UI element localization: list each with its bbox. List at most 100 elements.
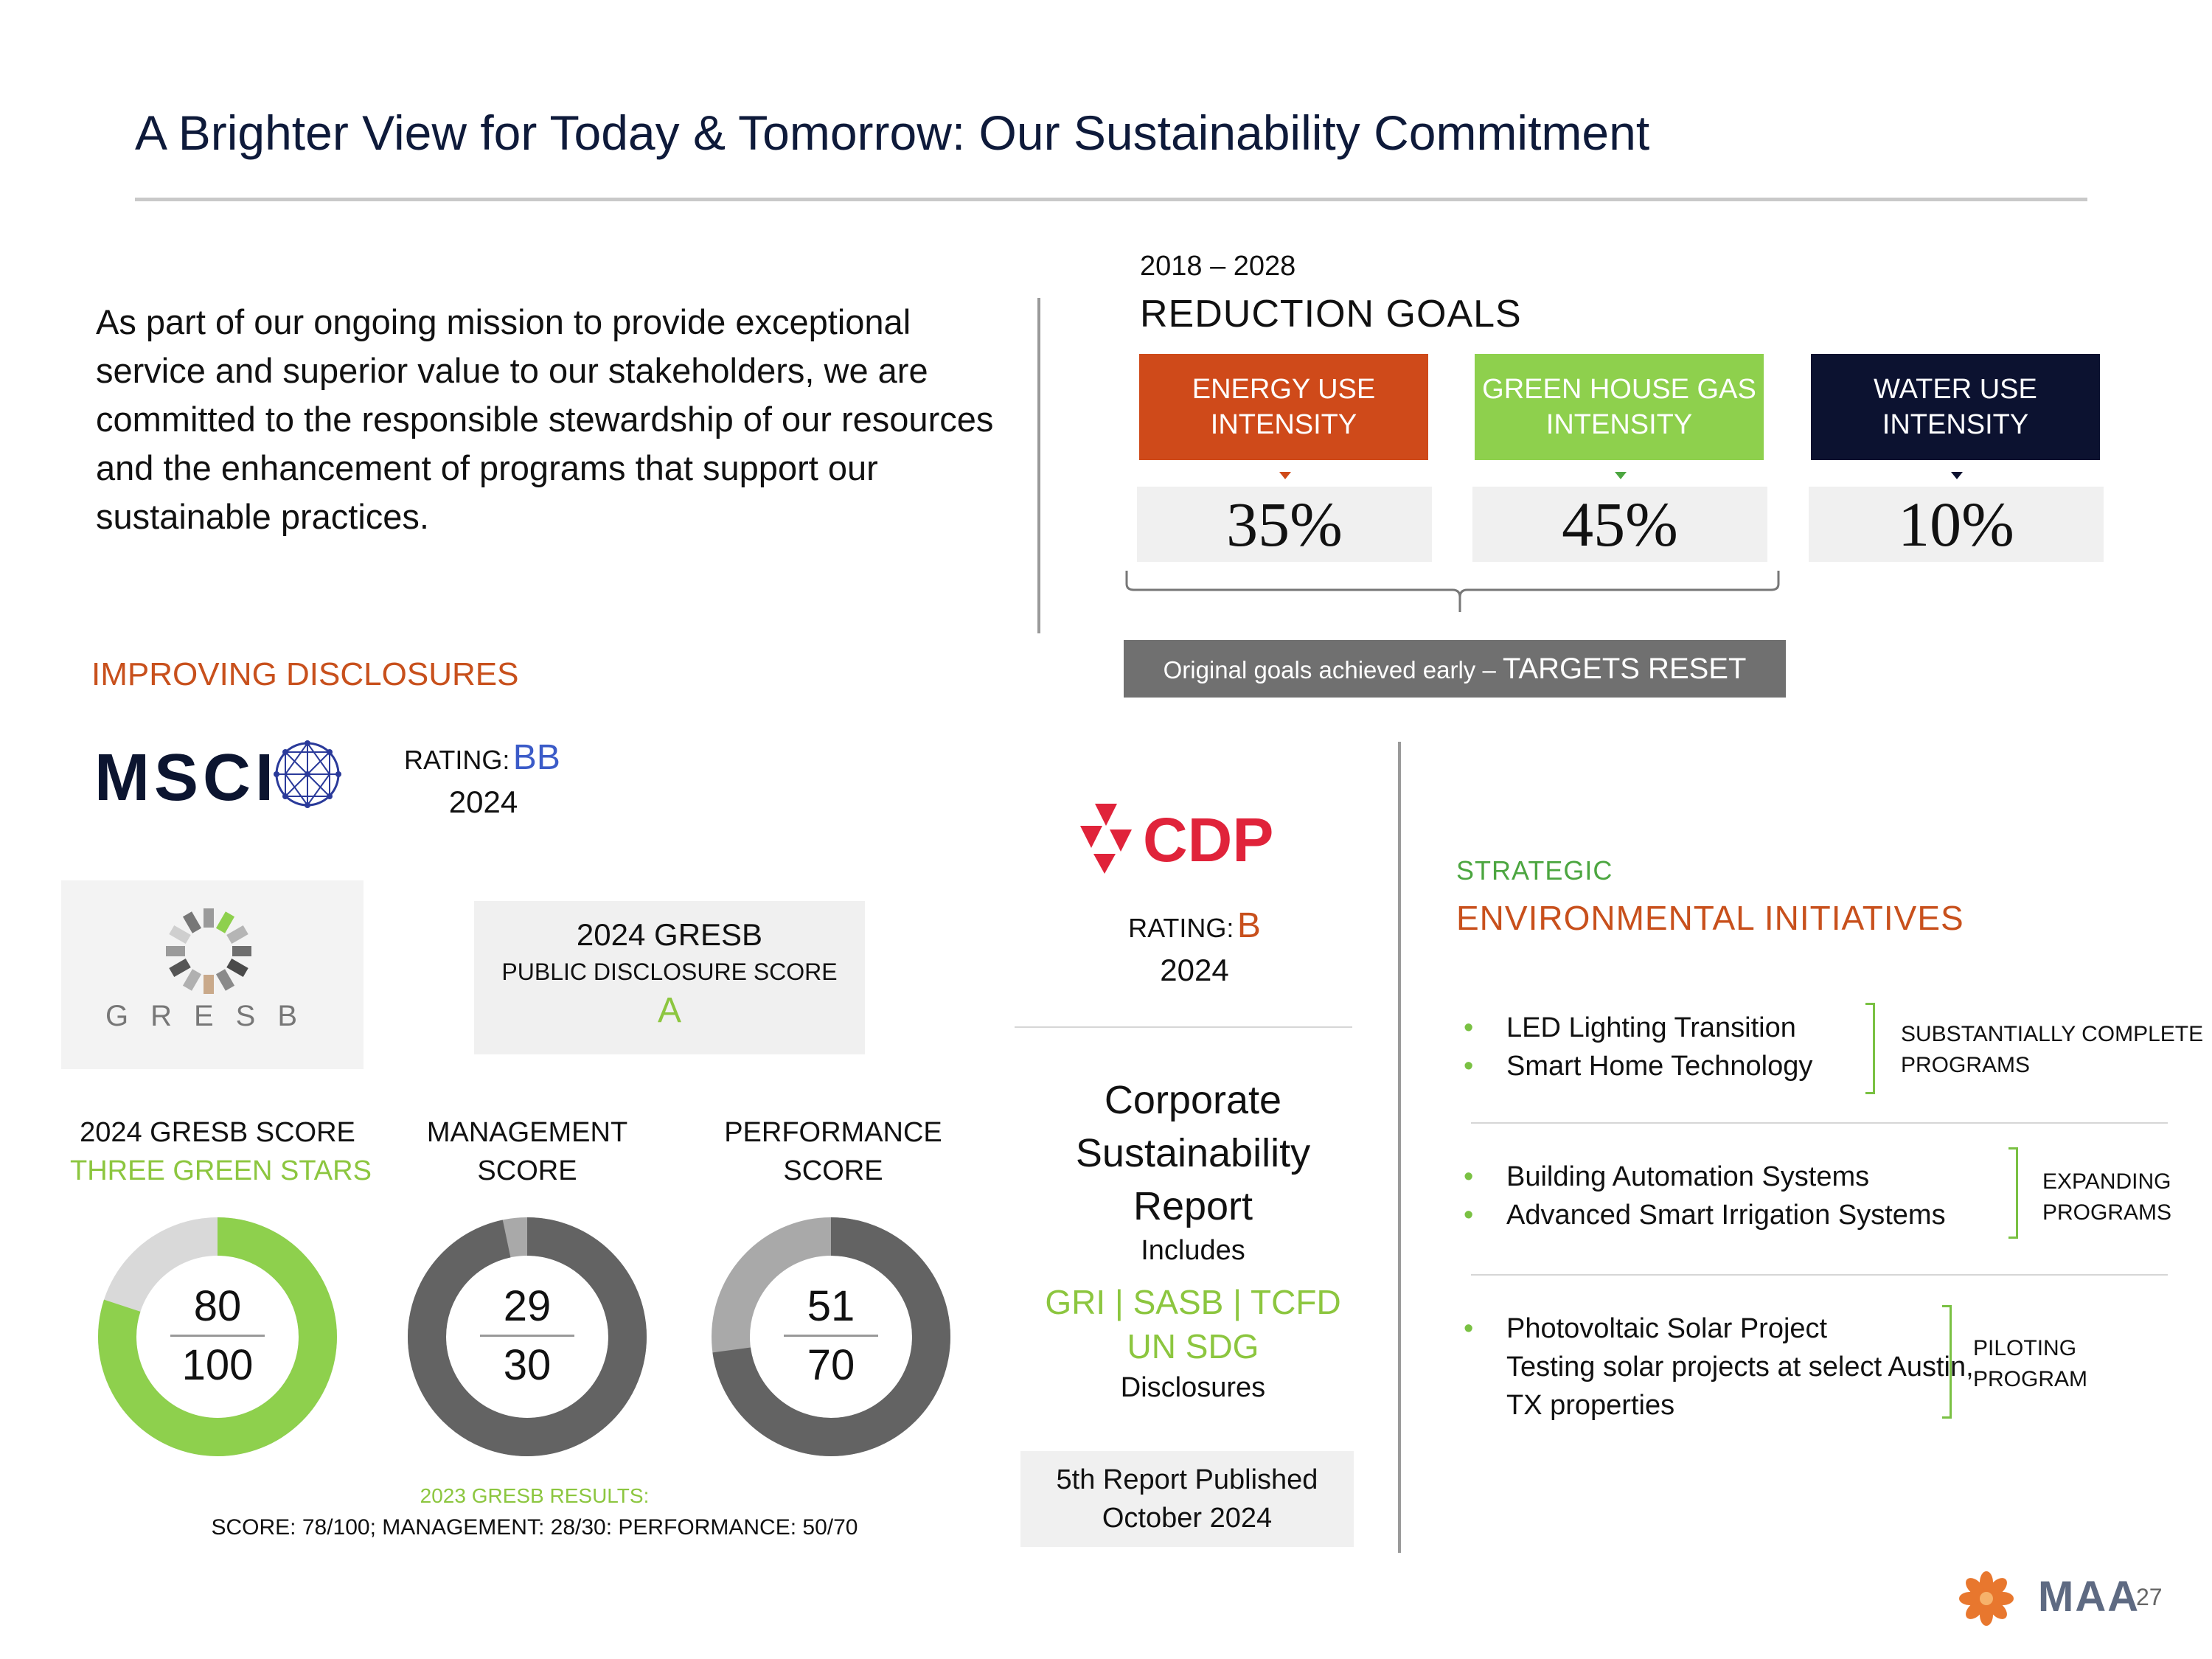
donut-performance-label: PERFORMANCE SCORE — [686, 1113, 981, 1190]
csr-includes: Includes — [1141, 1235, 1245, 1266]
initiatives-title: ENVIRONMENTAL INITIATIVES — [1456, 899, 1964, 937]
list-item-sub: Testing solar projects at select Austin, — [1506, 1352, 1974, 1382]
donut-management-label: MANAGEMENT SCORE — [380, 1113, 675, 1190]
intro-paragraph: As part of our ongoing mission to provid… — [96, 302, 994, 536]
goal-water-label-2: INTENSITY — [1882, 409, 2029, 440]
bullet-icon: • — [1464, 1161, 1474, 1192]
list-item: • Building Automation Systems — [1464, 1158, 1946, 1196]
donut-gresb-max: 100 — [181, 1341, 254, 1389]
bullet-icon: • — [1464, 1051, 1474, 1082]
initiatives-group-3-label: PILOTING PROGRAM — [1973, 1336, 2088, 1391]
down-arrow-icon — [1615, 472, 1627, 479]
gresb-score-line1: 2024 GRESB — [576, 917, 763, 952]
gresb-score-grade: A — [657, 991, 681, 1030]
donut-gresb-label: 2024 GRESB SCORE THREE GREEN STARS — [70, 1113, 372, 1190]
initiatives-divider — [1471, 1122, 2168, 1124]
list-item: • Smart Home Technology — [1464, 1047, 1812, 1085]
goal-energy-label-2: INTENSITY — [1210, 409, 1357, 440]
csr-published-box: 5th Report Published October 2024 — [1020, 1451, 1354, 1547]
cdp-rating-value: B — [1237, 906, 1261, 945]
goal-water-value: 10% — [1809, 487, 2104, 562]
donut-performance-max: 70 — [807, 1341, 855, 1389]
maa-flower-icon — [1959, 1571, 2014, 1626]
gresb-score-line2: PUBLIC DISCLOSURE SCORE — [501, 959, 838, 985]
cdp-rating: RATING: B — [1106, 905, 1283, 946]
donut-management-label-2: SCORE — [477, 1155, 577, 1186]
disclosures-heading: IMPROVING DISCLOSURES — [91, 656, 519, 692]
maa-logo-text: MAA — [2038, 1573, 2140, 1621]
initiatives-top-label: STRATEGIC — [1456, 855, 1613, 886]
donut-performance-label-1: PERFORMANCE — [724, 1117, 942, 1148]
csr-block: Corporate Sustainability Report Includes… — [1016, 1074, 1370, 1407]
csr-frameworks-1: GRI | SASB | TCFD — [1045, 1283, 1341, 1321]
initiatives-group-2-label: EXPANDING PROGRAMS — [2042, 1169, 2172, 1225]
results-2023-detail: SCORE: 78/100; MANAGEMENT: 28/30: PERFOR… — [211, 1515, 858, 1540]
msci-year: 2024 — [448, 785, 518, 819]
gresb-logo: GRESB — [61, 880, 364, 1069]
bullet-icon: • — [1464, 1200, 1474, 1231]
vertical-divider-bottom — [1398, 742, 1401, 1553]
cdp-logo: CDP — [1080, 804, 1273, 874]
donut-performance-chart — [712, 1217, 950, 1456]
down-arrow-icon — [1279, 472, 1291, 479]
page-number: 27 — [2136, 1584, 2163, 1610]
gresb-ring-icon — [166, 908, 251, 994]
reduction-years: 2018 – 2028 — [1140, 251, 1296, 282]
donut-management-label-1: MANAGEMENT — [426, 1117, 628, 1148]
bracket-icon — [2008, 1147, 2018, 1239]
goal-ghg-box: GREEN HOUSE GAS INTENSITY — [1475, 354, 1764, 460]
initiatives-group-2: • Building Automation Systems • Advanced S… — [1464, 1158, 1946, 1234]
goal-energy-label-1: ENERGY USE — [1192, 374, 1376, 405]
reset-big-text: TARGETS RESET — [1503, 653, 1747, 685]
donut-performance-fill — [712, 1217, 950, 1456]
reset-small-text: Original goals achieved early – — [1163, 656, 1503, 684]
results-2023-heading: 2023 GRESB RESULTS: — [420, 1484, 650, 1507]
initiatives-group-3: • Photovoltaic Solar Project Testing sola… — [1464, 1310, 1974, 1425]
msci-logo: MSCI — [94, 741, 278, 815]
cdp-rating-label: RATING: — [1128, 913, 1234, 943]
list-item-sub: TX properties — [1506, 1390, 1675, 1421]
goal-ghg-label-1: GREEN HOUSE GAS — [1482, 374, 1756, 405]
title-divider — [135, 198, 2087, 201]
list-item: • Photovoltaic Solar Project — [1464, 1310, 1974, 1348]
goal-ghg-label-2: INTENSITY — [1545, 409, 1693, 440]
page-title: A Brighter View for Today & Tomorrow: Ou… — [135, 105, 1650, 160]
bullet-icon: • — [1464, 1012, 1474, 1043]
list-item: • LED Lighting Transition — [1464, 1009, 1812, 1047]
gresb-disclosure-score-box: 2024 GRESB PUBLIC DISCLOSURE SCORE A — [474, 901, 865, 1054]
msci-rating-value: BB — [512, 738, 560, 777]
donut-gresb-score: 80 — [193, 1282, 242, 1330]
goal-energy-box: ENERGY USE INTENSITY — [1139, 354, 1428, 460]
cdp-divider — [1015, 1026, 1352, 1028]
csr-title-3: Report — [1133, 1184, 1253, 1228]
donut-management-fill — [408, 1217, 647, 1456]
csr-title-1: Corporate — [1104, 1078, 1282, 1122]
csr-published-1: 5th Report Published — [1056, 1464, 1318, 1495]
msci-rating-label: RATING: — [404, 745, 510, 775]
goal-water-label-1: WATER USE — [1874, 374, 2037, 405]
msci-globe-icon — [274, 740, 341, 808]
initiatives-divider — [1471, 1274, 2168, 1276]
donut-performance-score: 51 — [807, 1282, 855, 1330]
csr-published-2: October 2024 — [1102, 1503, 1273, 1534]
goal-ghg-value: 45% — [1472, 487, 1767, 562]
donut-management-chart — [408, 1217, 647, 1456]
donut-management-divider — [480, 1335, 574, 1337]
cdp-year: 2024 — [1160, 953, 1229, 987]
msci-rating: RATING: BB — [404, 737, 560, 778]
csr-title-2: Sustainability — [1075, 1131, 1311, 1175]
cdp-logo-text: CDP — [1143, 805, 1273, 874]
down-arrow-icon — [1951, 472, 1963, 479]
vertical-divider-top — [1037, 298, 1040, 633]
donut-gresb-label-1: 2024 GRESB SCORE — [80, 1117, 355, 1148]
donut-gresb-fill — [98, 1217, 337, 1456]
bracket-icon — [1865, 1003, 1875, 1094]
csr-frameworks-2: UN SDG — [1127, 1327, 1259, 1366]
donut-management-max: 30 — [503, 1341, 552, 1389]
bullet-icon: • — [1464, 1313, 1474, 1344]
donut-gresb-label-2: THREE GREEN STARS — [70, 1155, 372, 1186]
initiatives-group-1: • LED Lighting Transition • Smart Home Tec… — [1464, 1009, 1812, 1085]
initiatives-group-1-label: SUBSTANTIALLY COMPLETE PROGRAMS — [1901, 1022, 2204, 1077]
goal-water-box: WATER USE INTENSITY — [1811, 354, 2100, 460]
donut-management-score: 29 — [503, 1282, 552, 1330]
